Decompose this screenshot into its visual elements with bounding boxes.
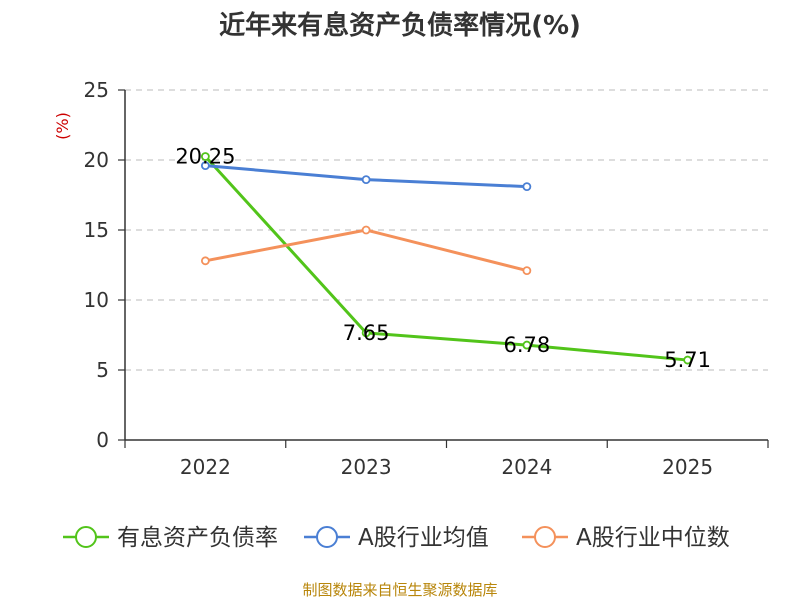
y-tick-label: 0 <box>96 428 109 452</box>
legend-item-1[interactable]: 有息资产负债率 <box>63 525 278 551</box>
data-point <box>683 355 693 365</box>
data-label: 6.78 <box>503 333 550 357</box>
legend-label: A股行业中位数 <box>576 525 730 551</box>
data-point <box>522 266 532 276</box>
legend: 有息资产负债率 A股行业均值 A股行业中位数 <box>63 525 730 551</box>
legend-marker <box>534 526 556 548</box>
data-point <box>361 175 371 185</box>
x-tick-label: 2022 <box>180 455 231 479</box>
y-tick-label: 10 <box>84 288 109 312</box>
data-point <box>522 182 532 192</box>
series-line-3 <box>205 228 528 273</box>
chart-title: 近年来有息资产负债率情况(%) <box>219 10 581 41</box>
legend-item-2[interactable]: A股行业均值 <box>304 525 489 551</box>
data-labels: 20.25 7.65 6.78 5.71 <box>175 145 711 373</box>
series-line-1 <box>204 155 688 362</box>
y-tick-label: 5 <box>96 358 109 382</box>
y-tick-label: 20 <box>84 148 109 172</box>
legend-item-3[interactable]: A股行业中位数 <box>522 525 730 551</box>
legend-label: A股行业均值 <box>358 525 489 551</box>
data-label: 20.25 <box>175 145 235 169</box>
data-label: 7.65 <box>343 321 390 345</box>
y-tick-label: 25 <box>84 78 109 102</box>
y-axis-unit-label: (%) <box>53 112 72 140</box>
data-point <box>200 256 210 266</box>
x-tick-label: 2024 <box>501 455 552 479</box>
data-point <box>200 152 210 161</box>
y-tick-label: 15 <box>84 218 109 242</box>
data-point <box>200 161 210 171</box>
source-note: 制图数据来自恒生聚源数据库 <box>302 581 497 599</box>
series-lines <box>200 152 693 365</box>
legend-marker <box>75 526 97 548</box>
x-tick-label: 2023 <box>341 455 392 479</box>
gridlines <box>125 89 768 371</box>
legend-label: 有息资产负债率 <box>117 525 278 551</box>
data-point <box>361 328 371 338</box>
data-label: 5.71 <box>664 348 711 372</box>
data-point <box>361 225 371 235</box>
x-tick-label: 2025 <box>662 455 713 479</box>
legend-marker <box>316 526 338 548</box>
data-point <box>522 340 532 350</box>
